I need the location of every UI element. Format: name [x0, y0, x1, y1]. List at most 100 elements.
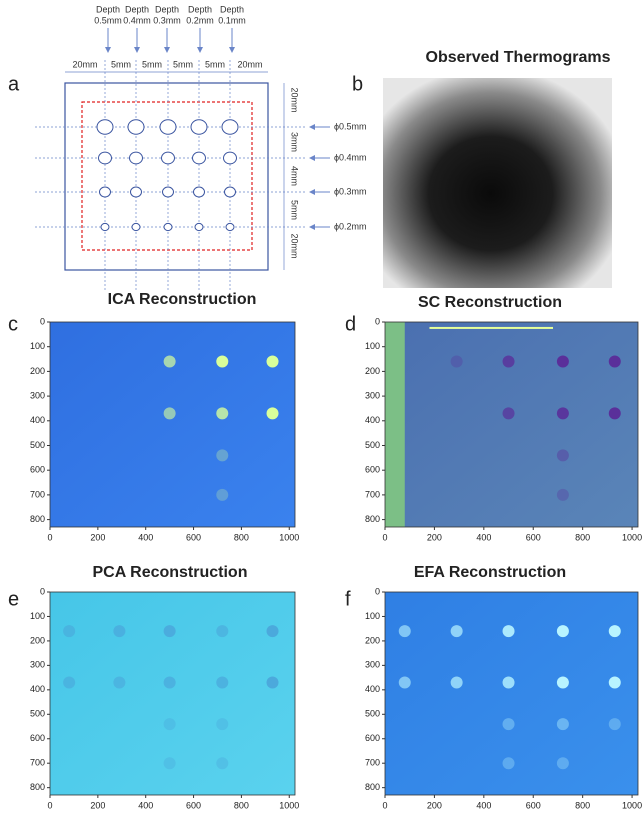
- defect-spot: [557, 676, 569, 688]
- width-label: 5mm: [142, 59, 162, 69]
- defect-spot: [63, 625, 75, 637]
- thermogram: [383, 78, 612, 288]
- defect-hole: [100, 187, 111, 197]
- defect-hole: [222, 120, 238, 134]
- panel-a: a Depth0.5mmDepth0.4mmDepth0.3mmDepth0.2…: [8, 4, 367, 292]
- defect-spot: [216, 625, 228, 637]
- depth-label: Depth: [96, 4, 120, 14]
- depth-label: Depth: [220, 4, 244, 14]
- width-label: 5mm: [173, 59, 193, 69]
- y-tick-label: 400: [365, 684, 380, 694]
- defect-spot: [164, 356, 176, 368]
- x-tick-label: 200: [90, 800, 105, 810]
- diameter-label: ϕ0.4mm: [334, 152, 367, 162]
- defect-spot: [609, 407, 621, 419]
- x-tick-label: 600: [186, 800, 201, 810]
- plot-panel: cICA Reconstruction010020030040050060070…: [8, 291, 299, 542]
- x-tick-label: 0: [382, 800, 387, 810]
- defect-spot: [503, 676, 515, 688]
- panel-title: EFA Reconstruction: [414, 564, 566, 581]
- x-tick-label: 1000: [622, 800, 642, 810]
- image-streak: [429, 327, 553, 329]
- defect-spot: [609, 718, 621, 730]
- defect-spot: [557, 407, 569, 419]
- y-tick-label: 500: [30, 440, 45, 450]
- defect-spot: [503, 625, 515, 637]
- y-tick-label: 700: [30, 489, 45, 499]
- reconstruction-image: [50, 322, 295, 527]
- x-tick-label: 200: [427, 532, 442, 542]
- panel-title: PCA Reconstruction: [93, 564, 248, 581]
- y-tick-label: 300: [30, 390, 45, 400]
- defect-hole: [193, 152, 206, 164]
- defect-spot: [216, 489, 228, 501]
- defect-spot: [164, 757, 176, 769]
- height-label: 20mm: [290, 233, 300, 258]
- depth-label: Depth: [188, 4, 212, 14]
- defect-spot: [267, 407, 279, 419]
- y-tick-label: 800: [30, 514, 45, 524]
- panel-label: f: [345, 588, 351, 610]
- defect-hole: [128, 120, 144, 134]
- defect-spot: [557, 449, 569, 461]
- defect-spot: [503, 757, 515, 769]
- figure: a Depth0.5mmDepth0.4mmDepth0.3mmDepth0.2…: [0, 0, 642, 814]
- x-tick-label: 600: [526, 800, 541, 810]
- defect-spot: [609, 625, 621, 637]
- y-tick-label: 600: [365, 733, 380, 743]
- defect-spot: [216, 718, 228, 730]
- panel-label: b: [352, 73, 363, 95]
- y-tick-label: 400: [365, 415, 380, 425]
- x-tick-label: 200: [90, 532, 105, 542]
- y-tick-label: 200: [365, 635, 380, 645]
- defect-hole: [224, 152, 237, 164]
- x-tick-label: 800: [575, 532, 590, 542]
- defect-spot: [557, 625, 569, 637]
- x-tick-label: 400: [138, 800, 153, 810]
- defect-hole: [160, 120, 176, 134]
- defect-spot: [399, 676, 411, 688]
- x-tick-label: 800: [234, 800, 249, 810]
- defect-hole: [101, 223, 109, 230]
- defect-spot: [164, 676, 176, 688]
- defect-spot: [216, 356, 228, 368]
- x-tick-label: 0: [382, 532, 387, 542]
- x-tick-label: 0: [47, 532, 52, 542]
- y-tick-label: 200: [30, 635, 45, 645]
- x-tick-label: 1000: [279, 800, 299, 810]
- y-tick-label: 400: [30, 415, 45, 425]
- panel-label: e: [8, 588, 19, 610]
- defect-spot: [267, 625, 279, 637]
- defect-spot: [503, 356, 515, 368]
- plot-panel: dSC Reconstruction0100200300400500600700…: [345, 294, 642, 542]
- defect-spot: [113, 625, 125, 637]
- depth-label: Depth: [125, 4, 149, 14]
- panel-title: SC Reconstruction: [418, 294, 562, 311]
- defect-spot: [267, 356, 279, 368]
- defect-spot: [451, 676, 463, 688]
- width-label: 5mm: [111, 59, 131, 69]
- x-tick-label: 400: [476, 532, 491, 542]
- defect-spot: [63, 676, 75, 688]
- y-tick-label: 400: [30, 684, 45, 694]
- y-tick-label: 0: [375, 316, 380, 326]
- defect-spot: [557, 757, 569, 769]
- defect-hole: [191, 120, 207, 134]
- y-tick-label: 500: [365, 440, 380, 450]
- x-tick-label: 400: [476, 800, 491, 810]
- depth-label: 0.1mm: [218, 15, 246, 25]
- plate-outline: [65, 83, 268, 270]
- y-tick-label: 0: [375, 586, 380, 596]
- x-tick-label: 400: [138, 532, 153, 542]
- defect-hole: [195, 223, 203, 230]
- y-tick-label: 500: [30, 709, 45, 719]
- x-tick-label: 1000: [279, 532, 299, 542]
- panel-title: Observed Thermograms: [426, 49, 611, 66]
- panel-label: a: [8, 73, 20, 95]
- diameter-label: ϕ0.5mm: [334, 121, 367, 131]
- defect-hole: [164, 223, 172, 230]
- y-tick-label: 100: [30, 611, 45, 621]
- x-tick-label: 800: [575, 800, 590, 810]
- defect-spot: [164, 718, 176, 730]
